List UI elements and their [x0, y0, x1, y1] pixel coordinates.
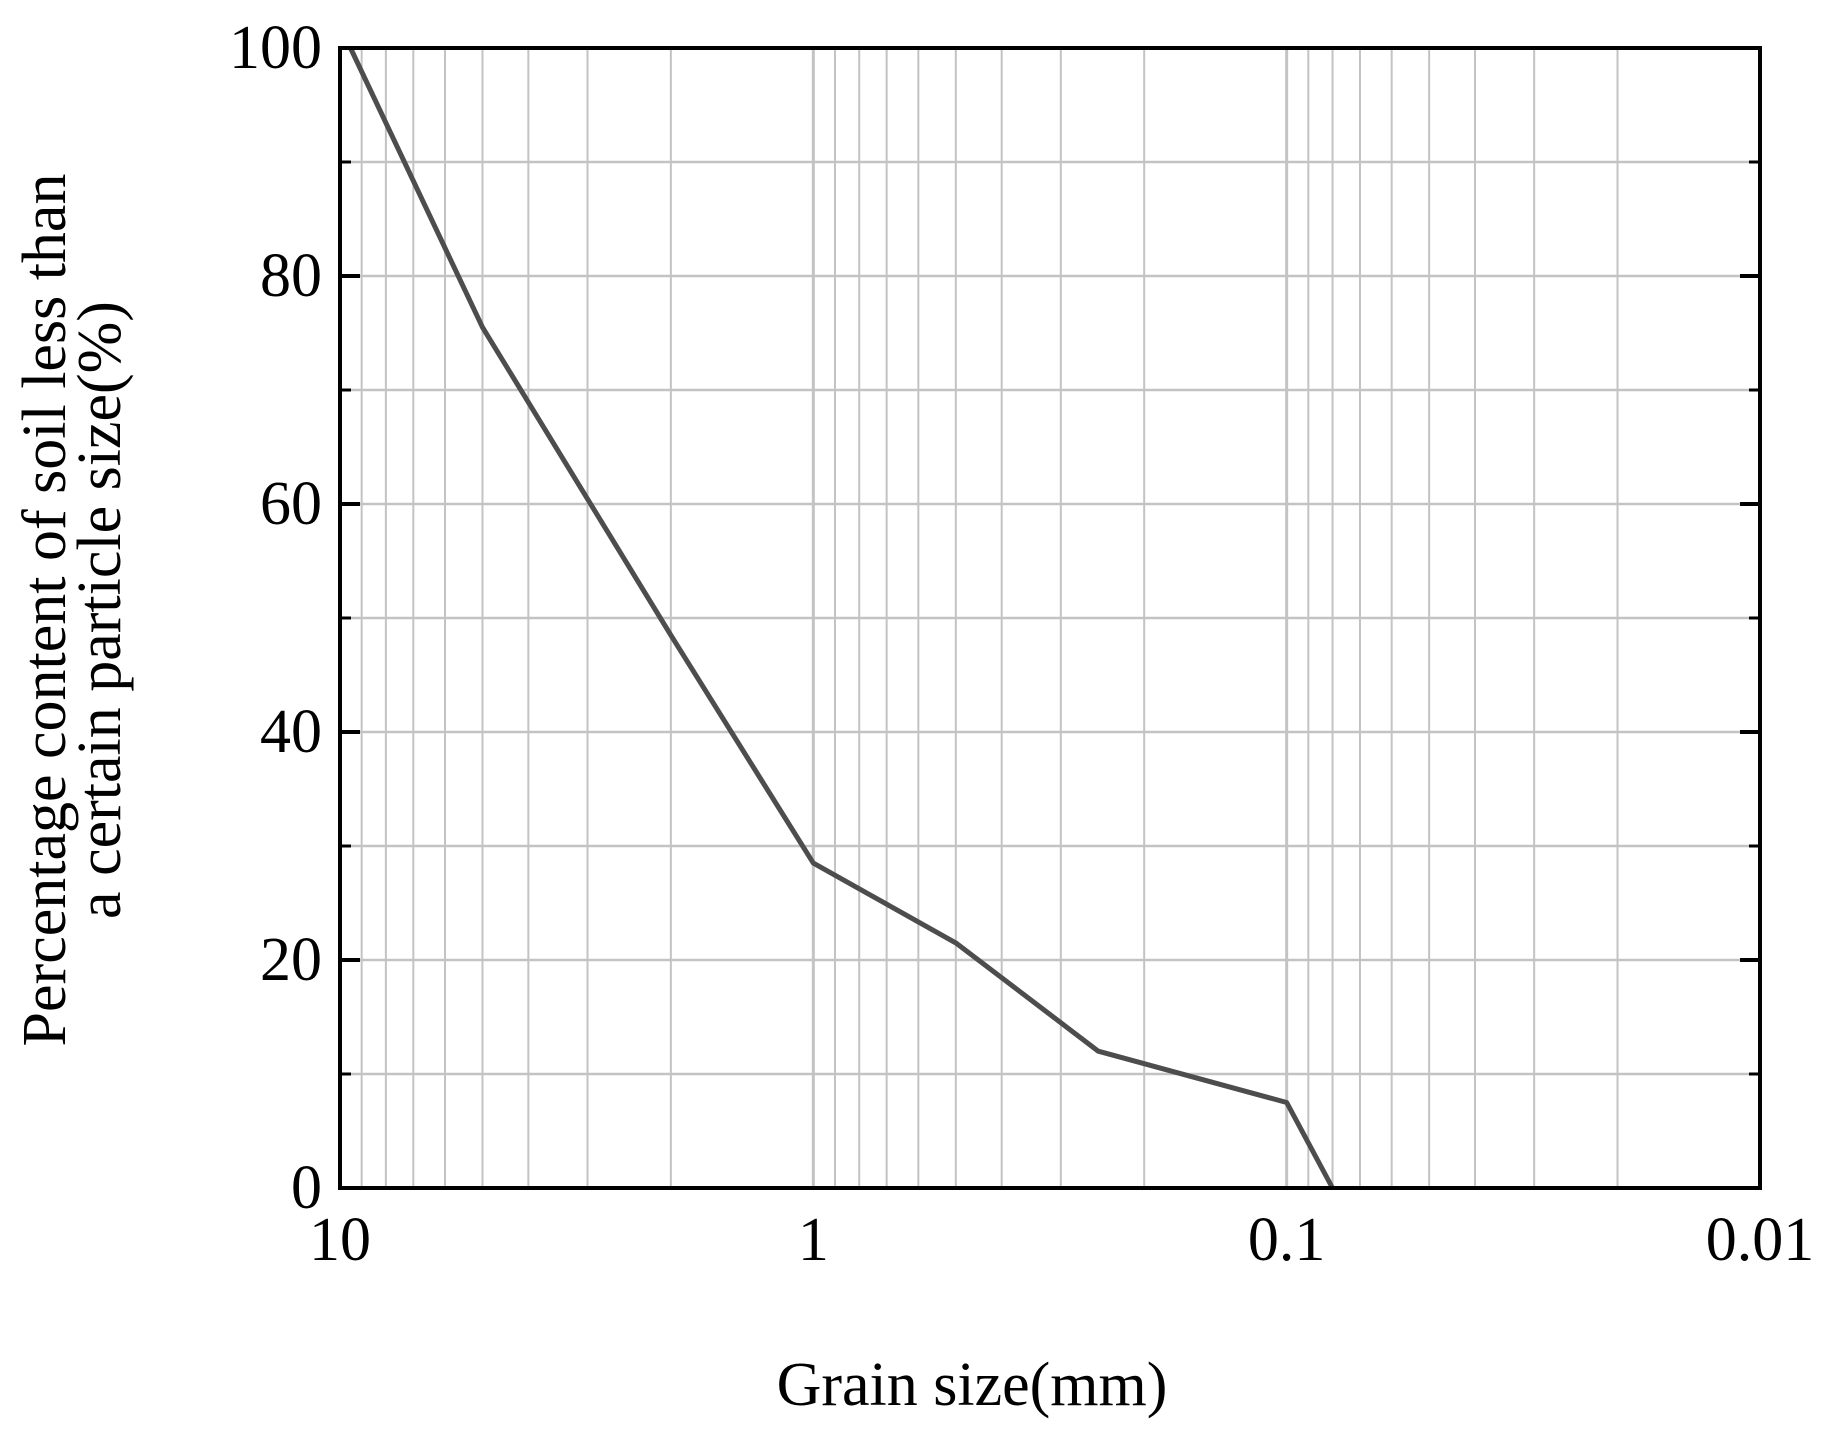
- x-tick-label: 0.1: [1248, 1206, 1326, 1274]
- x-axis-title: Grain size(mm): [777, 1351, 1168, 1419]
- grid-lines: [340, 46, 1762, 1190]
- y-tick-label: 100: [229, 14, 322, 82]
- x-tick-label: 10: [309, 1206, 371, 1274]
- y-tick-label: 20: [260, 926, 322, 994]
- tick-labels: 0 20 40 60 80 100 10 1 0.1 0.01: [229, 14, 1814, 1274]
- y-tick-label: 80: [260, 242, 322, 310]
- y-tick-label: 60: [260, 470, 322, 538]
- series-line: [348, 46, 1335, 1190]
- series-layer: [348, 46, 1335, 1190]
- y-tick-label: 40: [260, 698, 322, 766]
- y-axis-title: Percentage content of soil less than a c…: [11, 174, 134, 1047]
- x-tick-label: 0.01: [1706, 1206, 1815, 1274]
- y-axis-title-line-1: Percentage content of soil less than: [11, 174, 79, 1047]
- y-tick-label: 0: [291, 1154, 322, 1222]
- x-tick-label: 1: [798, 1206, 829, 1274]
- y-axis-title-line-2: a certain particle size(%): [66, 301, 134, 919]
- axis-ticks: [340, 46, 1760, 1190]
